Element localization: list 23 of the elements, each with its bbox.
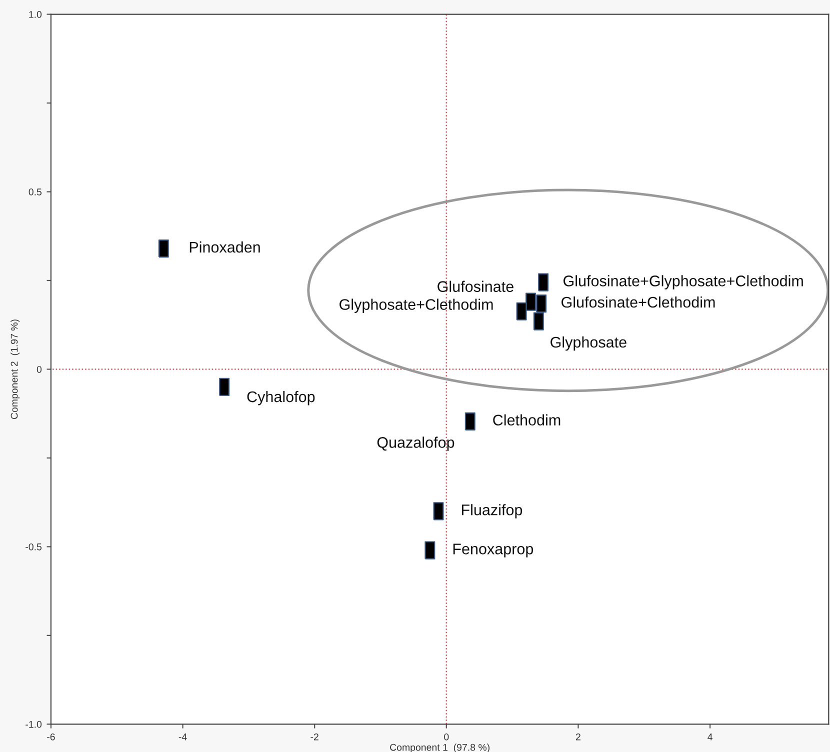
data-label: Pinoxaden [190, 241, 260, 253]
y-tick-label: 0.5 [28, 188, 42, 196]
y-tick-label: -1.0 [26, 720, 42, 728]
y-tick-label: -0.5 [26, 543, 42, 550]
x-tick-label: 0 [444, 733, 449, 740]
x-tick-label: -4 [178, 734, 187, 740]
x-tick-label: 4 [708, 734, 712, 740]
data-label: Glufosinate+Glyphosate+Clethodim [564, 275, 803, 290]
data-label: Glyphosate [550, 336, 626, 351]
data-label: Fluazifop [462, 504, 522, 518]
y-axis-title: Component 2 (1.97 %) [10, 320, 20, 419]
x-tick-label: -2 [310, 733, 318, 740]
y-tick-label: 1.0 [29, 11, 42, 18]
x-tick-label: 2 [576, 733, 580, 740]
data-label: Clethodim [493, 414, 560, 426]
y-tick-label: 0 [36, 366, 42, 373]
x-tick-label: -6 [47, 733, 55, 740]
data-label: Fenoxaprop [453, 544, 534, 558]
data-label: Cyhalofop [247, 390, 315, 406]
data-label: Glufosinate [438, 280, 514, 292]
data-label: Glufosinate+Clethodim [562, 296, 715, 308]
data-label: Glyphosate+Clethodim [340, 298, 493, 313]
annotation: Quazalofop [377, 436, 454, 451]
